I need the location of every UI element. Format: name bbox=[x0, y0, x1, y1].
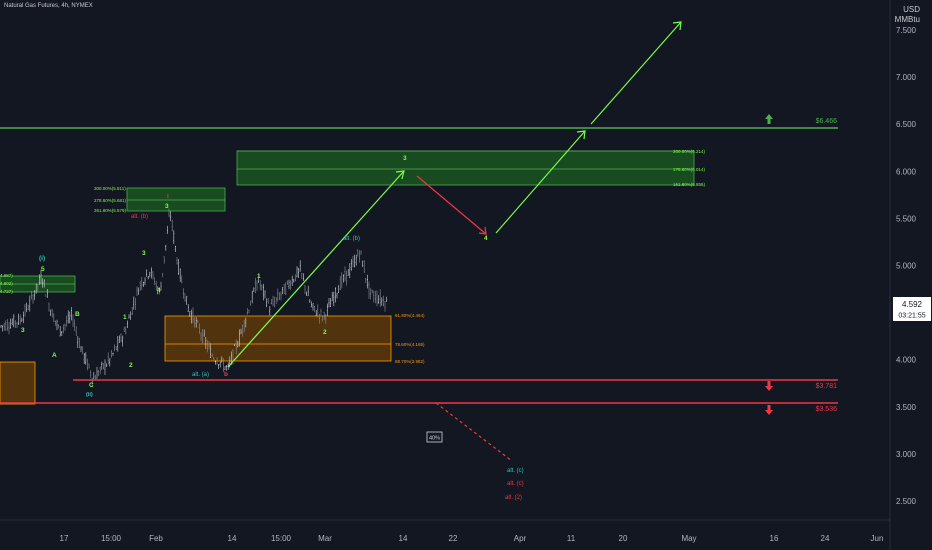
x-tick-label: Feb bbox=[149, 534, 163, 543]
wave-label: 5 bbox=[41, 266, 45, 273]
y-tick-label: 7.000 bbox=[896, 73, 917, 82]
y-tick-label: 3.000 bbox=[896, 450, 917, 459]
x-tick-label: Apr bbox=[514, 534, 527, 543]
wave-label: alt. (2) bbox=[505, 495, 522, 501]
wave-label: 2 bbox=[323, 329, 327, 336]
currency-label: USD bbox=[903, 5, 920, 14]
level-label-low: $3.536 bbox=[816, 406, 838, 413]
y-tick-label: 5.500 bbox=[896, 214, 917, 223]
fib-left-2: 278.60%(5.681) bbox=[94, 198, 127, 203]
wave-label: 2 bbox=[129, 362, 133, 369]
wave-label: alt. (b) bbox=[131, 214, 148, 220]
chart-title: Natural Gas Futures, 4h, NYMEX bbox=[4, 3, 93, 9]
x-tick-label: 20 bbox=[619, 534, 628, 543]
level-label-top: $6.466 bbox=[816, 118, 838, 125]
wave-label: (i) bbox=[39, 255, 45, 262]
x-tick-label: 24 bbox=[821, 534, 830, 543]
fib-upper-3: 161.80%(5.856) bbox=[673, 182, 706, 187]
percent-badge: 40% bbox=[429, 436, 440, 442]
wave-label: alt. (c) bbox=[507, 468, 524, 474]
wave-label: 3 bbox=[165, 203, 169, 210]
y-axis[interactable]: 7.5007.0006.5006.0005.5005.0004.5004.000… bbox=[896, 26, 917, 506]
x-tick-label: 22 bbox=[449, 534, 458, 543]
price-box bbox=[893, 297, 931, 321]
x-tick-label: Jun bbox=[871, 534, 884, 543]
wave-label: (ii) bbox=[86, 392, 93, 398]
unit-label: USD MMBtu bbox=[895, 5, 920, 25]
fib-upper-1: 200.00%(6.214) bbox=[673, 149, 706, 154]
y-tick-label: 6.500 bbox=[896, 120, 917, 129]
unit-name: MMBtu bbox=[894, 15, 920, 24]
wave-label: 3 bbox=[403, 155, 407, 162]
wave-label: b bbox=[224, 371, 228, 378]
fib-lower-3: 88.70%(3.982) bbox=[395, 359, 425, 364]
y-tick-label: 3.500 bbox=[896, 403, 917, 412]
wave-label: 4 bbox=[157, 287, 161, 294]
wave-label: alt. (a) bbox=[192, 372, 209, 378]
wave-label: C bbox=[89, 382, 94, 389]
wave-label: 1 bbox=[257, 273, 261, 280]
wave-label: 3 bbox=[142, 250, 146, 257]
x-tick-label: May bbox=[681, 534, 696, 543]
x-axis[interactable]: 17 15:00 Feb 14 15:00 Mar 14 22 Apr 11 20 May 16 24 Ju… bbox=[60, 534, 884, 543]
arrow-down-icon bbox=[765, 405, 773, 415]
fib-upper-2: 178.60%(6.014) bbox=[673, 167, 706, 172]
y-tick-label: 6.000 bbox=[896, 167, 917, 176]
level-label-mid: $3.781 bbox=[816, 383, 838, 390]
x-tick-label: 11 bbox=[567, 534, 576, 543]
wave-label: 1 bbox=[123, 314, 127, 321]
arrow-down-icon bbox=[765, 381, 773, 391]
wave-label: A bbox=[52, 352, 57, 359]
y-tick-label: 7.500 bbox=[896, 26, 917, 35]
x-tick-label: 14 bbox=[228, 534, 237, 543]
fib-lower-2: 78.60%(4.165) bbox=[395, 342, 425, 347]
fib-box-upper bbox=[236, 150, 695, 186]
fib-small-1: 4.887) bbox=[0, 273, 13, 278]
candles-layer bbox=[0, 208, 388, 387]
fib-box-left bbox=[126, 187, 226, 212]
x-tick-label: 16 bbox=[770, 534, 779, 543]
wave-label: 3 bbox=[21, 327, 25, 334]
wave-label: B bbox=[75, 311, 80, 318]
y-tick-label: 5.000 bbox=[896, 262, 917, 271]
fib-box-lower bbox=[164, 315, 392, 362]
level-arrow-icons bbox=[765, 114, 773, 415]
percent-badge-box bbox=[426, 431, 443, 443]
countdown: 03:21:55 bbox=[898, 313, 925, 320]
x-tick-label: Mar bbox=[318, 534, 332, 543]
fib-left-3: 261.80%(5.579) bbox=[94, 208, 127, 213]
x-tick-label: 17 bbox=[60, 534, 69, 543]
fib-left-1: 300.00%(5.811) bbox=[94, 186, 126, 191]
projection-arrows bbox=[227, 21, 682, 462]
y-tick-label: 4.000 bbox=[896, 356, 917, 365]
wave-label: alt. (b) bbox=[343, 236, 360, 242]
fib-small-3: 4.727) bbox=[0, 289, 13, 294]
orange-box-left bbox=[0, 361, 36, 405]
current-price: 4.592 bbox=[902, 300, 923, 309]
wave-label: i bbox=[167, 193, 169, 200]
x-tick-label: 15:00 bbox=[271, 534, 292, 543]
fib-small-2: 4.802) bbox=[0, 281, 13, 286]
fib-lower-1: 61.80%(4.464) bbox=[395, 313, 425, 318]
wave-label: 4 bbox=[484, 235, 488, 242]
arrow-up-icon bbox=[765, 114, 773, 124]
wave-label: alt. (c) bbox=[507, 481, 524, 487]
x-tick-label: 14 bbox=[399, 534, 408, 543]
x-tick-label: 15:00 bbox=[101, 534, 122, 543]
y-tick-label: 2.500 bbox=[896, 497, 917, 506]
